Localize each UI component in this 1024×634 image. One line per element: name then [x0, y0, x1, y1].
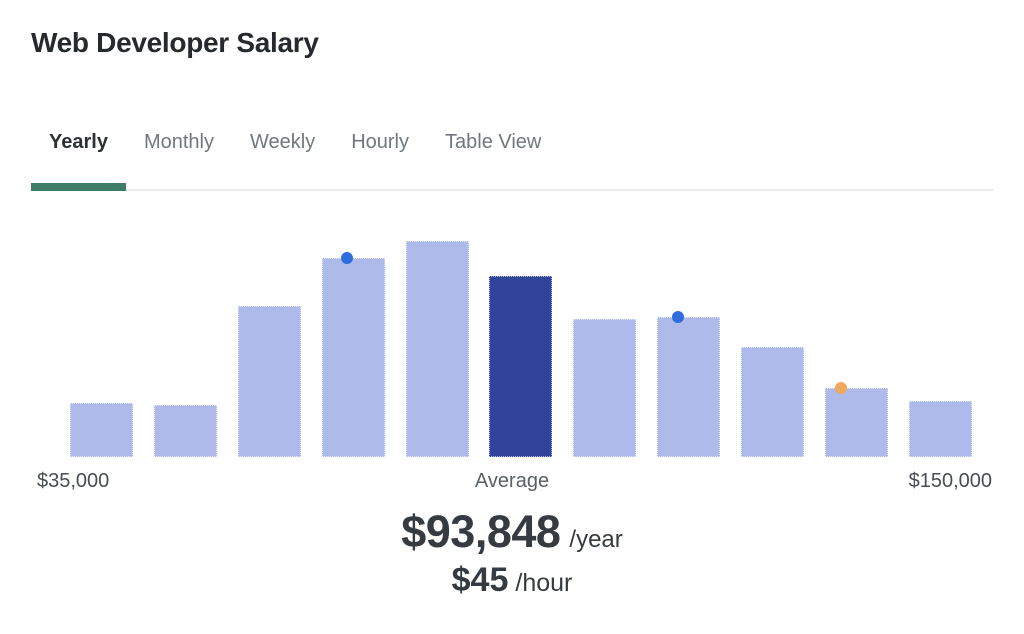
hourly-salary-line: $45 /hour	[31, 561, 993, 599]
salary-bar[interactable]	[153, 405, 217, 457]
tab-monthly[interactable]: Monthly	[143, 131, 214, 153]
yearly-salary-value: $93,848	[401, 506, 561, 557]
blue-marker-dot	[672, 311, 685, 323]
page-title: Web Developer Salary	[31, 27, 319, 58]
hourly-salary-value: $45	[451, 561, 509, 599]
salary-summary: $93,848 /year $45 /hour	[31, 507, 993, 600]
axis-average-label: Average	[474, 470, 550, 492]
tab-bar: Yearly Monthly Weekly Hourly Table View	[31, 130, 993, 191]
tab-yearly[interactable]: Yearly	[31, 130, 126, 191]
axis-min-label: $35,000	[37, 470, 110, 492]
axis-max-label: $150,000	[908, 470, 992, 492]
salary-bar[interactable]	[70, 403, 133, 457]
blue-marker-dot	[340, 252, 353, 264]
tab-hourly[interactable]: Hourly	[351, 131, 409, 153]
yearly-salary-line: $93,848 /year	[31, 507, 993, 557]
salary-bar[interactable]	[825, 382, 889, 457]
x-axis-labels: $35,000 Average $150,000	[31, 469, 993, 493]
salary-bar[interactable]	[741, 347, 805, 457]
salary-bar[interactable]	[405, 241, 469, 457]
salary-bar[interactable]	[657, 311, 721, 457]
salary-bar[interactable]	[908, 401, 972, 457]
salary-bar[interactable]	[237, 306, 301, 457]
orange-marker-dot	[835, 382, 848, 394]
salary-bar[interactable]	[573, 319, 637, 457]
average-salary-bar[interactable]	[489, 276, 553, 457]
salary-bar[interactable]	[321, 252, 385, 457]
yearly-salary-unit: /year	[569, 526, 623, 553]
salary-widget: Web Developer Salary Yearly Monthly Weekly…	[31, 27, 993, 600]
tab-weekly[interactable]: Weekly	[249, 131, 316, 153]
tab-table-view[interactable]: Table View	[445, 131, 542, 153]
salary-histogram	[31, 239, 993, 457]
hourly-salary-unit: /hour	[515, 569, 573, 597]
